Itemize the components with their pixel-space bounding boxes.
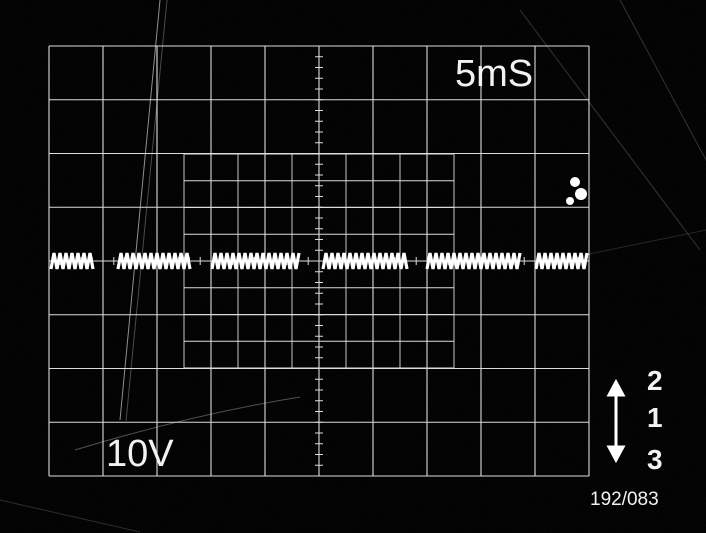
channel-marker-1: 1 bbox=[647, 402, 663, 433]
waveform-burst bbox=[425, 252, 522, 270]
timebase-label: 5mS bbox=[455, 53, 534, 95]
channel-arrows bbox=[606, 378, 626, 464]
plate-code: 192/083 bbox=[590, 489, 659, 510]
trace-dots bbox=[566, 177, 587, 205]
channel-marker-3: 3 bbox=[647, 444, 663, 475]
waveform-burst bbox=[534, 252, 589, 270]
waveform-burst bbox=[321, 252, 409, 270]
waveform-trace bbox=[49, 252, 589, 270]
channel-marker-2: 2 bbox=[647, 365, 663, 396]
waveform-burst bbox=[116, 252, 192, 270]
waveform-burst bbox=[49, 252, 95, 270]
voltage-label: 10V bbox=[106, 433, 174, 475]
waveform-burst bbox=[210, 252, 301, 270]
